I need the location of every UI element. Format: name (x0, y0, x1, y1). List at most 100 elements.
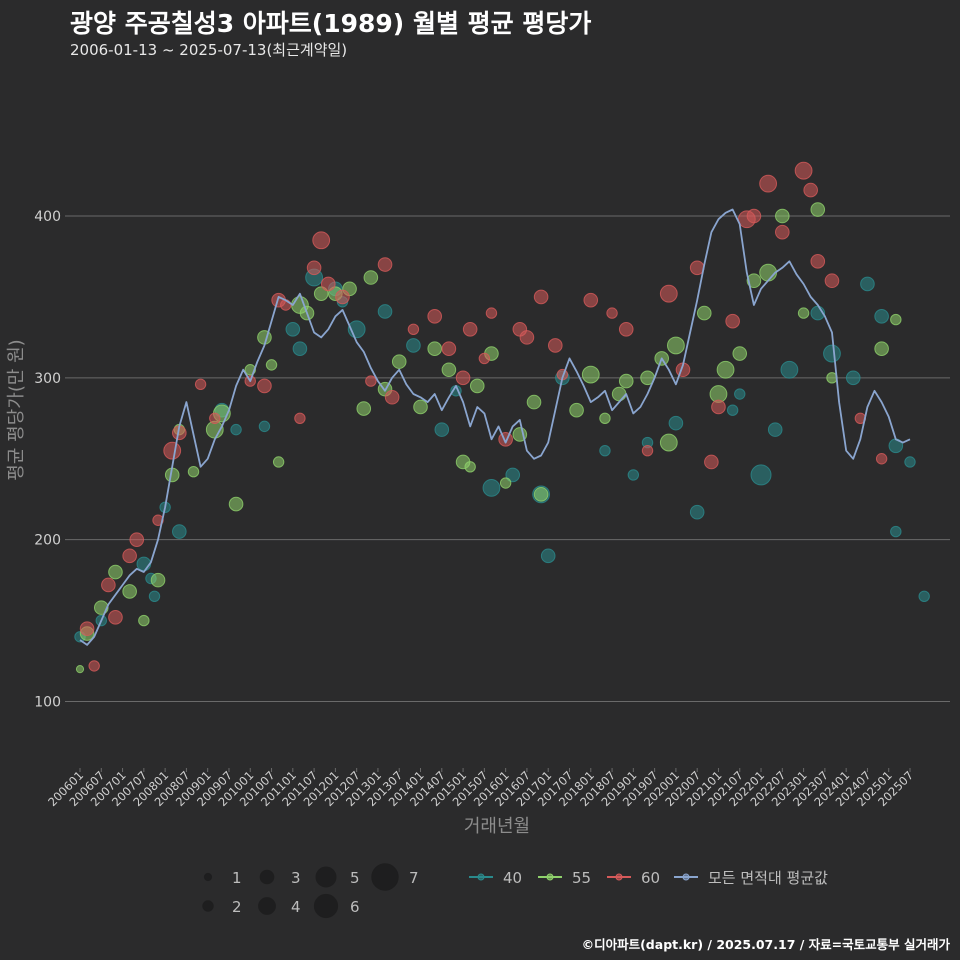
series-legend-marker (682, 873, 690, 881)
data-point-area40 (258, 420, 271, 433)
data-point-area60 (320, 276, 336, 292)
data-point-area40 (823, 344, 841, 363)
data-point-area60 (775, 224, 790, 240)
y-tick-label: 100 (34, 695, 61, 711)
size-legend-symbol (313, 893, 339, 919)
data-point-area40 (780, 360, 799, 379)
average-price-line (79, 208, 911, 646)
data-point-area55 (569, 402, 584, 418)
data-points (74, 161, 930, 674)
data-point-area60 (152, 514, 164, 526)
data-point-area55 (797, 307, 810, 319)
data-point-area60 (794, 161, 813, 180)
data-point-area55 (75, 665, 85, 674)
data-point-area60 (547, 338, 563, 353)
data-point-area60 (88, 660, 100, 672)
size-legend-label: 6 (350, 898, 360, 916)
data-point-area60 (462, 321, 478, 337)
data-point-area60 (759, 174, 778, 193)
data-point-area55 (122, 584, 137, 599)
data-point-area60 (194, 378, 207, 391)
data-point-area60 (365, 375, 377, 387)
data-point-area60 (335, 289, 350, 305)
data-point-area40 (726, 404, 739, 416)
data-point-area60 (498, 432, 513, 447)
data-point-area40 (599, 444, 611, 457)
data-point-area40 (377, 304, 393, 319)
data-point-area60 (810, 254, 826, 269)
data-point-area55 (464, 461, 476, 473)
data-point-area40 (230, 423, 242, 436)
y-tick-label: 300 (34, 371, 61, 387)
chart-title: 광양 주공칠성3 아파트(1989) 월별 평균 평당가 (70, 9, 592, 38)
data-point-area60 (108, 610, 123, 625)
data-point-area40 (860, 276, 875, 292)
data-point-area55 (356, 401, 372, 416)
data-point-area60 (257, 378, 272, 394)
data-point-area60 (306, 260, 322, 276)
data-point-area55 (696, 305, 712, 321)
size-legend-symbol (371, 863, 399, 891)
data-point-area40 (874, 309, 889, 324)
data-point-area40 (434, 422, 450, 437)
data-point-area55 (272, 456, 285, 468)
data-point-area60 (280, 299, 292, 311)
data-point-area40 (482, 478, 501, 497)
data-point-area60 (803, 182, 818, 198)
data-point-area55 (890, 313, 902, 326)
data-point-area40 (845, 370, 861, 386)
chart-subtitle: 2006-01-13 ~ 2025-07-13(최근계약일) (70, 41, 348, 59)
data-point-area55 (427, 341, 443, 357)
data-point-area60 (129, 532, 145, 547)
size-legend-label: 5 (350, 869, 360, 887)
data-point-area60 (659, 284, 678, 303)
average-line-layer (79, 208, 911, 646)
data-point-area40 (148, 590, 161, 603)
data-point-area55 (775, 208, 790, 224)
data-point-area40 (904, 456, 916, 468)
data-point-area60 (519, 330, 535, 345)
series-legend-marker (477, 873, 485, 881)
data-point-area60 (384, 389, 400, 405)
data-point-area40 (505, 467, 521, 483)
series-legend-marker (546, 873, 554, 881)
data-point-area55 (533, 487, 549, 502)
data-point-area60 (618, 321, 634, 337)
size-legend-symbol (258, 897, 276, 915)
size-legend-symbol (202, 900, 214, 912)
data-point-area60 (725, 313, 740, 329)
data-point-area60 (101, 577, 116, 593)
size-legend-symbol (315, 866, 337, 888)
x-axis-label: 거래년월 (464, 816, 530, 837)
data-point-area55 (187, 465, 200, 478)
data-point-area55 (108, 564, 123, 580)
data-point-area40 (689, 504, 705, 520)
data-point-area55 (716, 360, 735, 379)
data-point-area55 (499, 477, 512, 489)
data-point-area60 (79, 621, 95, 636)
data-point-area55 (265, 359, 278, 371)
size-legend-label: 7 (409, 869, 419, 887)
series-legend-marker (615, 873, 623, 881)
data-point-area40 (285, 321, 301, 337)
data-point-area60 (641, 444, 654, 457)
data-point-area55 (746, 273, 762, 289)
data-point-area55 (138, 614, 150, 627)
data-point-area40 (890, 525, 902, 538)
data-point-area55 (666, 336, 685, 355)
data-point-area40 (172, 524, 187, 539)
data-point-area60 (583, 292, 599, 308)
data-point-area60 (209, 412, 221, 424)
data-point-area40 (292, 341, 308, 357)
data-point-area55 (618, 373, 634, 389)
size-legend-symbol (259, 869, 275, 885)
data-point-area60 (377, 257, 393, 272)
data-point-area55 (391, 354, 407, 369)
data-point-area55 (599, 412, 611, 424)
data-point-area55 (441, 362, 457, 378)
y-axis: 100 200 300 400 (34, 209, 61, 711)
series-legend-label: 40 (503, 869, 522, 887)
data-point-area60 (427, 309, 443, 324)
data-point-area60 (875, 453, 888, 465)
